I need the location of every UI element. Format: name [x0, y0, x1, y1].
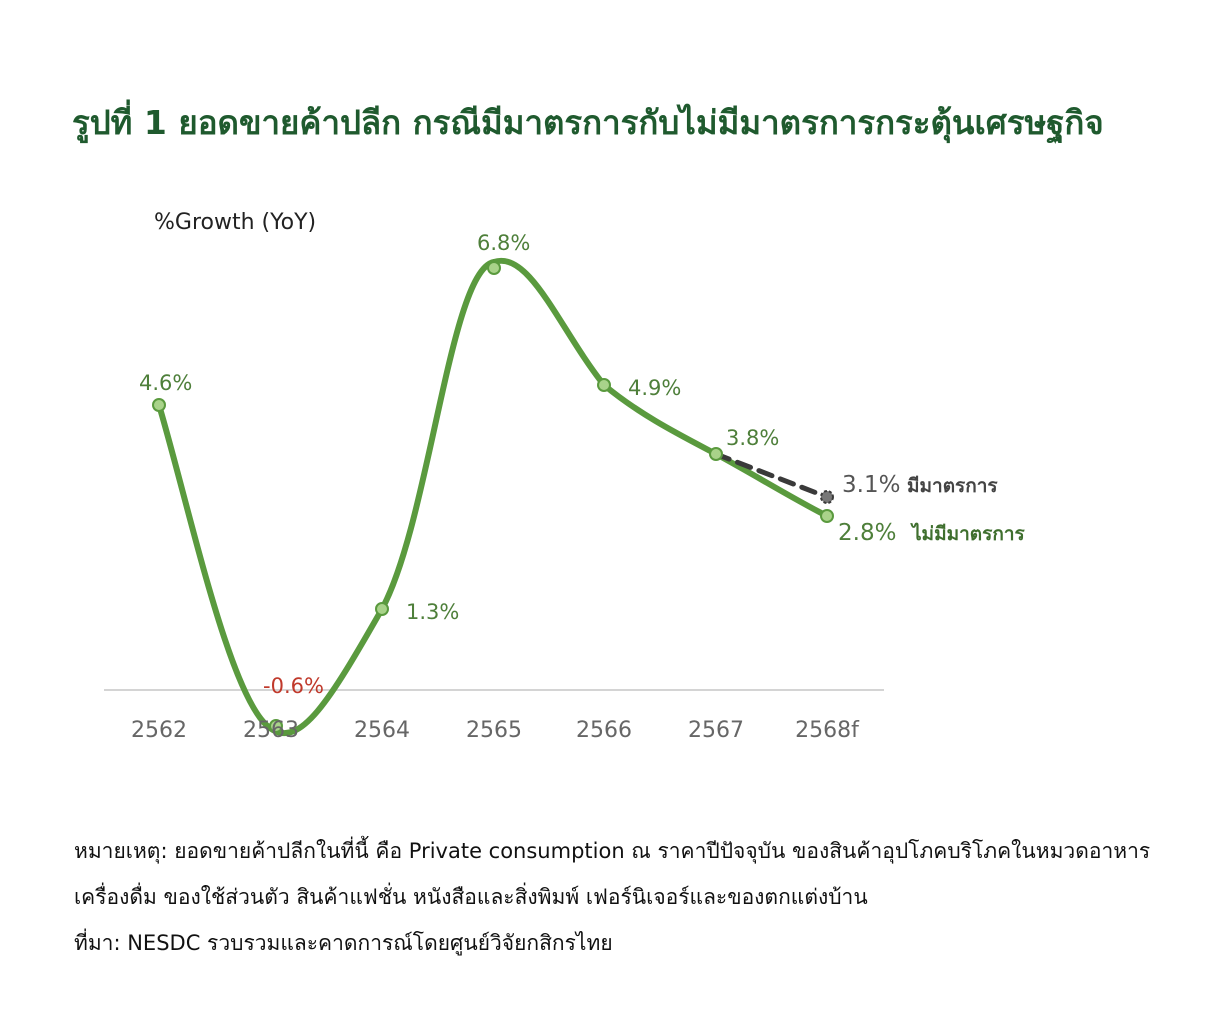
marker-2567 [709, 447, 723, 461]
note-line-2: เครื่องดื่ม ของใช้ส่วนตัว สินค้าแฟชั่น ห… [74, 885, 868, 909]
label-2565: 6.8% [477, 231, 530, 255]
source-line: ที่มา: NESDC รวบรวมและคาดการณ์โดยศูนย์วิ… [74, 931, 613, 955]
with-measure-name: มีมาตรการ [907, 475, 998, 497]
marker-2566 [597, 378, 611, 392]
x-tick-2563: 2563 [243, 718, 299, 743]
x-tick-2565: 2565 [466, 718, 522, 743]
with-measure-value: 3.1% [842, 472, 900, 498]
marker-2565 [487, 261, 501, 275]
label-2566: 4.9% [628, 376, 681, 400]
marker-2568f-no-measure [820, 509, 834, 523]
series-line-with-measure [713, 451, 830, 500]
label-2563: -0.6% [263, 674, 324, 698]
marker-2562 [152, 398, 166, 412]
footnotes: หมายเหตุ: ยอดขายค้าปลีกในที่นี้ คือ Priv… [74, 828, 1150, 966]
x-tick-2566: 2566 [576, 718, 632, 743]
marker-2568f-with-measure [820, 490, 834, 504]
series-line-no-measure [156, 257, 830, 737]
marker-2564 [375, 602, 389, 616]
y-axis-label: %Growth (YoY) [154, 210, 317, 235]
without-measure-name: ไม่มีมาตรการ [910, 522, 1026, 545]
marker-2563 [269, 719, 283, 733]
label-2564: 1.3% [406, 600, 459, 624]
figure-title: รูปที่ 1 ยอดขายค้าปลีก กรณีมีมาตรการกับไ… [72, 103, 1104, 142]
x-tick-2568f: 2568f [795, 718, 860, 743]
label-2567: 3.8% [726, 426, 779, 450]
data-markers [152, 261, 834, 733]
line-chart: 4.6% -0.6% 1.3% 6.8% 4.9% 3.8% 3.1% มีมา… [104, 231, 1026, 743]
label-2562: 4.6% [139, 371, 192, 395]
x-tick-2567: 2567 [688, 718, 744, 743]
note-line-1: หมายเหตุ: ยอดขายค้าปลีกในที่นี้ คือ Priv… [74, 839, 1151, 863]
without-measure-value: 2.8% [838, 520, 896, 546]
x-tick-2562: 2562 [131, 718, 187, 743]
x-tick-2564: 2564 [354, 718, 410, 743]
